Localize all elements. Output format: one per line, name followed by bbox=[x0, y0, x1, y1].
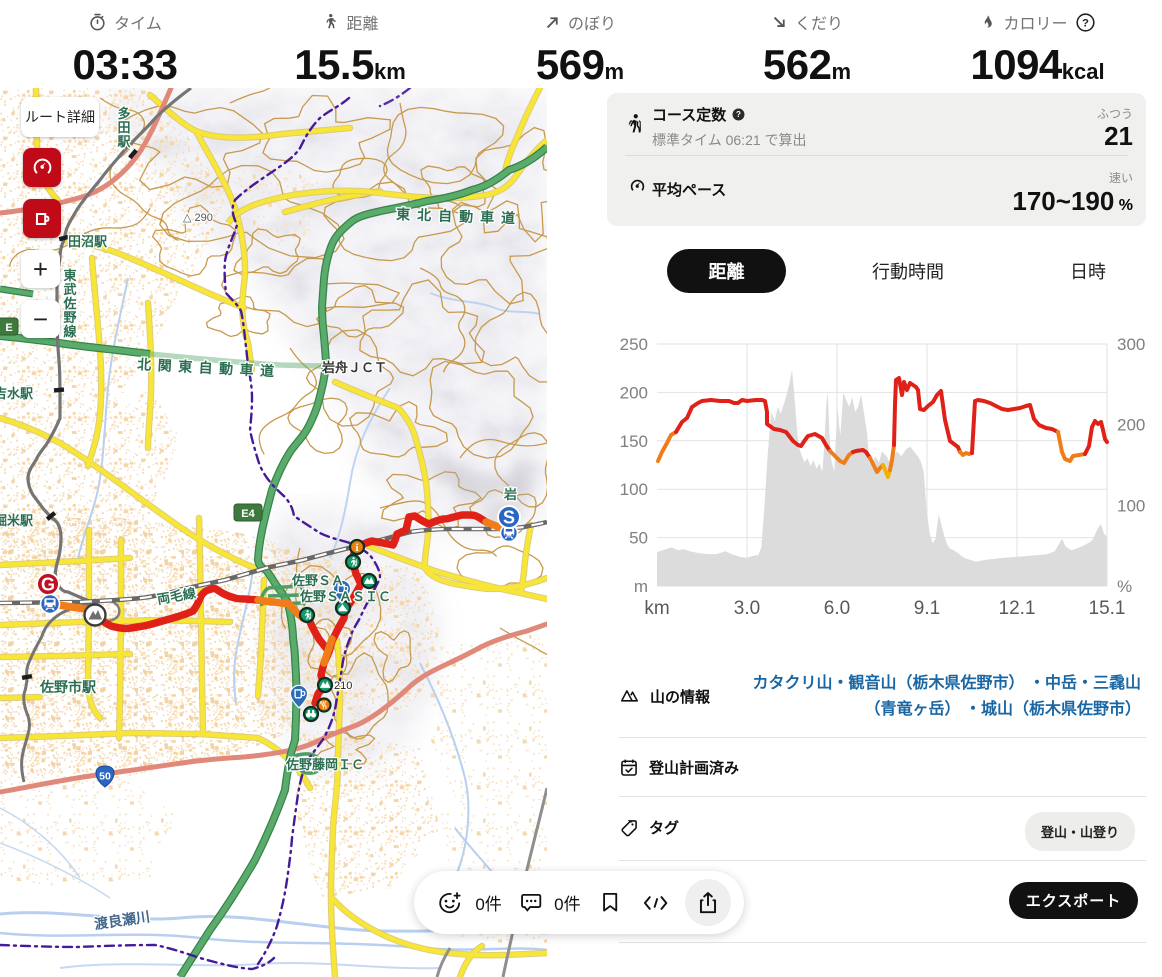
svg-text:12.1: 12.1 bbox=[999, 598, 1036, 619]
svg-text:m: m bbox=[634, 577, 648, 596]
svg-text:岩: 岩 bbox=[503, 487, 517, 502]
svg-text:15.1: 15.1 bbox=[1089, 598, 1126, 619]
svg-text:250: 250 bbox=[620, 335, 648, 354]
svg-text:堀米駅: 堀米駅 bbox=[0, 513, 34, 528]
svg-text:野: 野 bbox=[63, 310, 76, 325]
svg-text:佐野市駅: 佐野市駅 bbox=[39, 679, 97, 695]
svg-text:200: 200 bbox=[620, 383, 648, 402]
svg-text:△ 290: △ 290 bbox=[183, 212, 213, 224]
svg-text:S: S bbox=[503, 508, 515, 528]
svg-text:200: 200 bbox=[1117, 416, 1145, 435]
svg-text:300: 300 bbox=[1117, 335, 1145, 354]
svg-text:田沼駅: 田沼駅 bbox=[68, 234, 108, 249]
svg-text:東北自動車道: 東北自動車道 bbox=[396, 206, 522, 226]
svg-text:100: 100 bbox=[1117, 496, 1145, 515]
svg-text:50: 50 bbox=[99, 771, 111, 783]
svg-text:?: ? bbox=[736, 110, 741, 119]
svg-text:吉水駅: 吉水駅 bbox=[0, 386, 34, 401]
svg-text:km: km bbox=[644, 598, 669, 619]
svg-text:田: 田 bbox=[117, 120, 130, 135]
svg-text:i: i bbox=[355, 542, 358, 554]
svg-text:佐野藤岡ＩＣ: 佐野藤岡ＩＣ bbox=[285, 757, 364, 772]
svg-text:東: 東 bbox=[63, 268, 76, 283]
svg-text:100: 100 bbox=[620, 480, 648, 499]
svg-text:210: 210 bbox=[334, 680, 352, 692]
svg-text:3.0: 3.0 bbox=[734, 598, 760, 619]
svg-text:駅: 駅 bbox=[116, 134, 131, 149]
svg-text:50: 50 bbox=[629, 529, 648, 548]
svg-text:佐: 佐 bbox=[62, 296, 76, 311]
svg-text:武: 武 bbox=[63, 282, 76, 297]
svg-text:%: % bbox=[1117, 577, 1132, 596]
svg-text:150: 150 bbox=[620, 432, 648, 451]
svg-text:E4: E4 bbox=[241, 508, 255, 520]
svg-text:多: 多 bbox=[117, 106, 130, 121]
svg-text:E: E bbox=[5, 322, 12, 334]
svg-text:佐野ＳＡＳＩＣ: 佐野ＳＡＳＩＣ bbox=[299, 589, 391, 604]
svg-text:佐野ＳＡ: 佐野ＳＡ bbox=[291, 573, 344, 588]
svg-text:6.0: 6.0 bbox=[824, 598, 850, 619]
svg-text:線: 線 bbox=[63, 324, 77, 339]
svg-text:G: G bbox=[41, 575, 55, 595]
svg-text:9.1: 9.1 bbox=[914, 598, 940, 619]
svg-text:岩舟ＪＣＴ: 岩舟ＪＣＴ bbox=[321, 360, 387, 375]
svg-text:?: ? bbox=[1082, 17, 1089, 29]
